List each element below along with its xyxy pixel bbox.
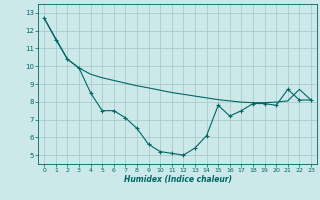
X-axis label: Humidex (Indice chaleur): Humidex (Indice chaleur) xyxy=(124,175,232,184)
